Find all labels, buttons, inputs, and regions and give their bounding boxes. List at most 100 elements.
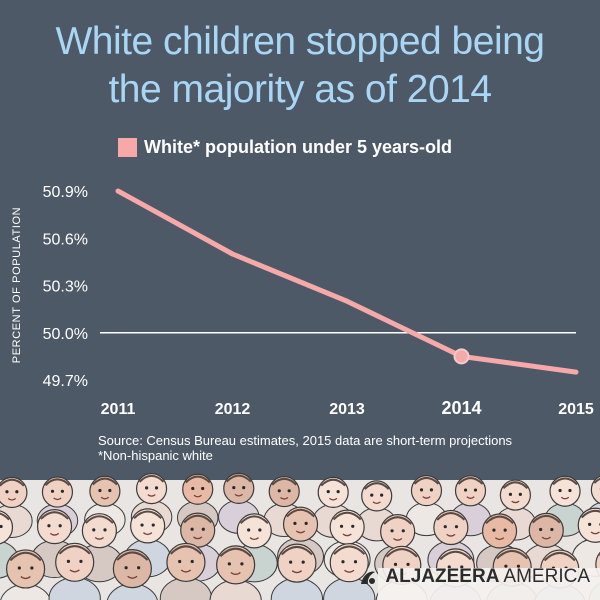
child-eye	[419, 488, 424, 492]
child-head	[454, 475, 487, 507]
child-hair	[58, 545, 91, 555]
child-hair	[496, 549, 529, 560]
child-eye	[47, 524, 51, 528]
child-hair	[133, 510, 162, 519]
child-hair	[383, 516, 412, 525]
child-mouth	[234, 493, 243, 497]
child-eye	[137, 566, 141, 570]
y-tick-label: 50.0%	[43, 326, 88, 343]
child-mouth	[100, 496, 110, 500]
child-eye	[289, 560, 293, 564]
child-mouth	[147, 494, 156, 497]
child-mouth	[127, 575, 138, 579]
child-eye	[336, 490, 340, 494]
child-eye	[380, 493, 384, 497]
child-mouth	[280, 497, 289, 500]
child-hair	[0, 478, 25, 487]
child-eye	[17, 566, 21, 570]
logo-plate	[378, 568, 600, 600]
child-eye	[460, 565, 464, 569]
child-eye	[60, 489, 64, 493]
child-eye	[326, 490, 330, 494]
child-head	[89, 475, 121, 507]
child-eye	[190, 527, 194, 531]
legend-label: White* population under 5 years-old	[144, 136, 453, 157]
child-mouth	[249, 537, 259, 541]
child-hair	[363, 482, 390, 490]
aljazeera-logo-icon	[361, 571, 376, 584]
child-hair	[0, 512, 10, 521]
child-mouth	[560, 496, 570, 500]
child-hair	[226, 474, 252, 483]
child-eye	[588, 522, 592, 526]
child-head	[329, 543, 369, 583]
child-head	[112, 549, 152, 589]
child-head	[81, 513, 117, 549]
child-eye	[103, 528, 107, 532]
child-eye	[92, 528, 96, 532]
child-mouth	[49, 532, 60, 536]
child-eye	[98, 488, 102, 493]
child-eye	[190, 559, 194, 564]
child-mouth	[180, 569, 192, 573]
child-mouth	[372, 501, 381, 505]
child-eye	[550, 527, 554, 532]
child-head	[590, 475, 600, 505]
child-mouth	[53, 497, 62, 501]
child-eye	[341, 560, 345, 564]
child-mouth	[541, 536, 551, 540]
child-mouth	[193, 536, 203, 540]
child-hair	[9, 551, 42, 562]
child-head	[410, 475, 443, 507]
child-eye	[108, 488, 112, 493]
child-hair	[320, 478, 346, 487]
child-head	[41, 476, 74, 508]
child-head	[499, 479, 531, 511]
child-hair	[219, 547, 252, 558]
child-eye	[30, 566, 34, 570]
child-head	[268, 475, 300, 508]
child-head	[361, 480, 393, 512]
child-eye	[504, 564, 508, 568]
chart-title-line-2: the majority as of 2014	[108, 68, 492, 111]
child-eye	[353, 560, 358, 564]
child-hair	[436, 512, 466, 521]
child-eye	[201, 486, 205, 491]
child-eye	[201, 527, 205, 531]
child-eye	[339, 524, 344, 528]
child-mouth	[344, 569, 355, 573]
child-head	[216, 545, 256, 585]
highlight-point	[453, 348, 470, 365]
child-eye	[178, 559, 182, 564]
child-eye	[568, 488, 572, 493]
child-hair	[239, 515, 269, 524]
child-eye	[258, 528, 262, 532]
child-head	[481, 513, 518, 549]
y-tick-label: 49.7%	[43, 373, 88, 390]
child-head	[0, 476, 28, 509]
y-tick-label: 50.3%	[43, 279, 88, 296]
child-eye	[191, 486, 195, 491]
child-hair	[185, 475, 211, 484]
child-hair	[92, 477, 118, 486]
child-eye	[447, 565, 451, 569]
child-hair	[413, 476, 440, 485]
child-mouth	[142, 532, 153, 536]
child-eye	[293, 521, 297, 525]
child-head	[130, 508, 166, 544]
child-mouth	[329, 497, 338, 501]
child-head	[380, 514, 416, 550]
child-hair	[138, 474, 165, 483]
brand-suffix: AMERICA	[503, 566, 590, 587]
child-hair	[333, 545, 366, 555]
child-eye	[227, 562, 231, 566]
child-mouth	[446, 533, 456, 537]
legend-swatch	[118, 137, 137, 157]
child-head	[223, 472, 255, 505]
child-head	[36, 508, 73, 545]
child-mouth	[466, 496, 475, 499]
child-mouth	[494, 537, 505, 541]
child-head	[55, 542, 95, 582]
